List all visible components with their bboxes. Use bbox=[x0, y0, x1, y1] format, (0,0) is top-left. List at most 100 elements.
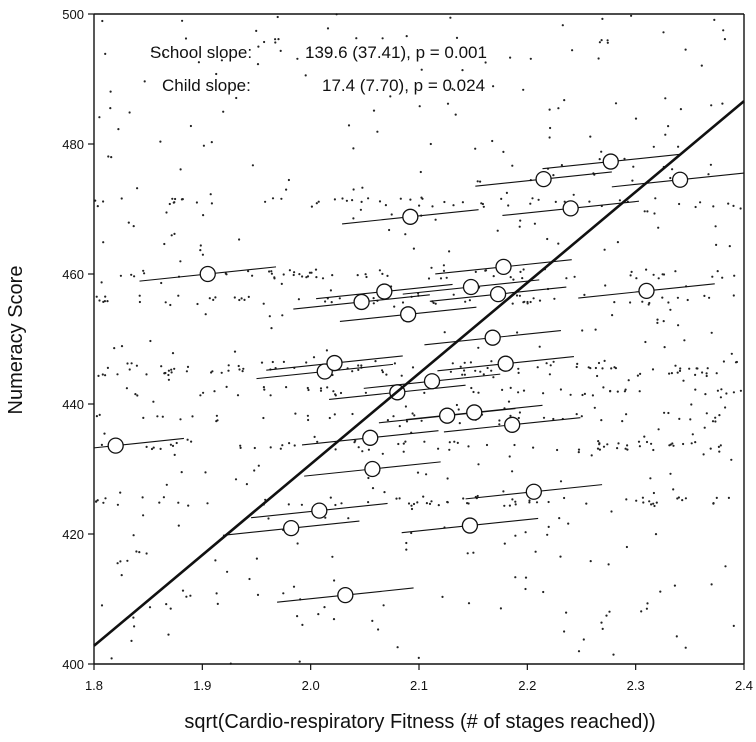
child-data-point bbox=[173, 232, 176, 235]
child-data-point bbox=[712, 502, 715, 505]
child-data-point bbox=[671, 442, 674, 445]
child-data-point bbox=[319, 387, 323, 390]
child-data-point bbox=[661, 273, 664, 276]
school-mean-marker bbox=[107, 437, 124, 454]
child-data-point bbox=[509, 276, 512, 279]
child-data-point bbox=[630, 270, 633, 273]
child-data-point bbox=[442, 264, 445, 267]
child-data-point bbox=[255, 29, 258, 32]
child-data-point bbox=[571, 49, 574, 52]
child-data-point bbox=[627, 379, 630, 382]
child-data-point bbox=[700, 64, 703, 67]
y-tick-label: 420 bbox=[62, 527, 84, 542]
child-data-point bbox=[133, 275, 136, 278]
child-data-point bbox=[333, 198, 336, 201]
child-data-point bbox=[298, 660, 301, 663]
child-data-point bbox=[611, 314, 614, 317]
child-data-point bbox=[648, 301, 651, 305]
child-data-point bbox=[675, 635, 678, 638]
child-data-point bbox=[136, 394, 139, 397]
child-data-point bbox=[484, 61, 487, 64]
child-data-point bbox=[377, 628, 380, 631]
child-data-point bbox=[491, 139, 494, 143]
child-data-point bbox=[376, 130, 379, 133]
child-data-point bbox=[328, 416, 331, 420]
child-data-point bbox=[117, 128, 120, 131]
child-data-point bbox=[654, 533, 658, 536]
child-data-point bbox=[466, 502, 469, 505]
child-data-point bbox=[694, 373, 697, 376]
child-data-point bbox=[458, 422, 461, 425]
child-data-point bbox=[512, 278, 515, 281]
child-data-point bbox=[195, 201, 198, 204]
within-school-lines-layer bbox=[93, 153, 745, 603]
child-data-point bbox=[102, 241, 105, 244]
child-data-point bbox=[119, 560, 122, 563]
child-data-point bbox=[640, 610, 643, 613]
child-data-point bbox=[177, 294, 180, 297]
child-data-point bbox=[427, 277, 431, 280]
child-data-point bbox=[641, 300, 644, 303]
child-data-point bbox=[199, 394, 202, 397]
child-data-point bbox=[705, 372, 708, 375]
child-data-point bbox=[686, 298, 689, 302]
child-data-point bbox=[518, 411, 522, 414]
child-data-point bbox=[653, 212, 656, 215]
child-data-point bbox=[274, 41, 277, 44]
child-data-point bbox=[643, 210, 646, 213]
child-data-point bbox=[296, 542, 299, 545]
child-data-point bbox=[184, 37, 188, 40]
child-data-point bbox=[629, 274, 632, 277]
child-data-point bbox=[528, 501, 531, 504]
child-data-point bbox=[357, 446, 360, 449]
child-data-point bbox=[448, 441, 451, 444]
child-data-point bbox=[733, 274, 736, 277]
child-data-point bbox=[669, 308, 672, 311]
child-data-point bbox=[650, 503, 653, 506]
child-data-point bbox=[243, 298, 246, 301]
child-data-point bbox=[214, 559, 217, 562]
child-data-point bbox=[669, 176, 672, 180]
child-data-point bbox=[151, 50, 154, 53]
child-data-point bbox=[467, 602, 471, 605]
child-data-point bbox=[356, 274, 359, 277]
child-data-point bbox=[312, 356, 316, 359]
child-data-point bbox=[132, 534, 135, 537]
child-data-point bbox=[507, 204, 510, 207]
child-data-point bbox=[454, 113, 457, 116]
child-data-point bbox=[381, 369, 384, 372]
child-data-point bbox=[189, 594, 192, 597]
child-data-point bbox=[138, 551, 141, 554]
child-data-point bbox=[598, 158, 601, 161]
child-data-point bbox=[616, 447, 619, 450]
child-data-point bbox=[270, 270, 273, 273]
child-data-point bbox=[181, 589, 185, 592]
child-data-point bbox=[671, 168, 674, 171]
child-data-point bbox=[634, 117, 638, 120]
child-data-point bbox=[351, 412, 354, 416]
child-data-point bbox=[485, 443, 489, 447]
child-data-point bbox=[313, 435, 316, 438]
child-data-point bbox=[498, 423, 501, 426]
child-data-point bbox=[486, 366, 489, 370]
school-mean-marker bbox=[362, 429, 379, 446]
child-data-point bbox=[728, 245, 731, 248]
child-data-point bbox=[130, 273, 133, 276]
child-data-point bbox=[732, 294, 735, 297]
child-data-point bbox=[294, 412, 297, 415]
child-data-point bbox=[382, 604, 385, 607]
child-data-point bbox=[326, 386, 329, 389]
child-data-point bbox=[576, 362, 579, 365]
child-data-point bbox=[127, 221, 130, 224]
child-data-point bbox=[597, 440, 600, 443]
child-data-point bbox=[130, 639, 133, 643]
child-data-point bbox=[326, 27, 330, 30]
child-data-point bbox=[521, 277, 524, 280]
child-data-point bbox=[297, 298, 300, 301]
child-data-point bbox=[251, 164, 254, 167]
child-data-point bbox=[163, 242, 166, 246]
child-data-point bbox=[631, 179, 634, 182]
child-data-point bbox=[280, 282, 283, 285]
child-data-point bbox=[609, 390, 612, 393]
child-data-point bbox=[463, 373, 466, 376]
